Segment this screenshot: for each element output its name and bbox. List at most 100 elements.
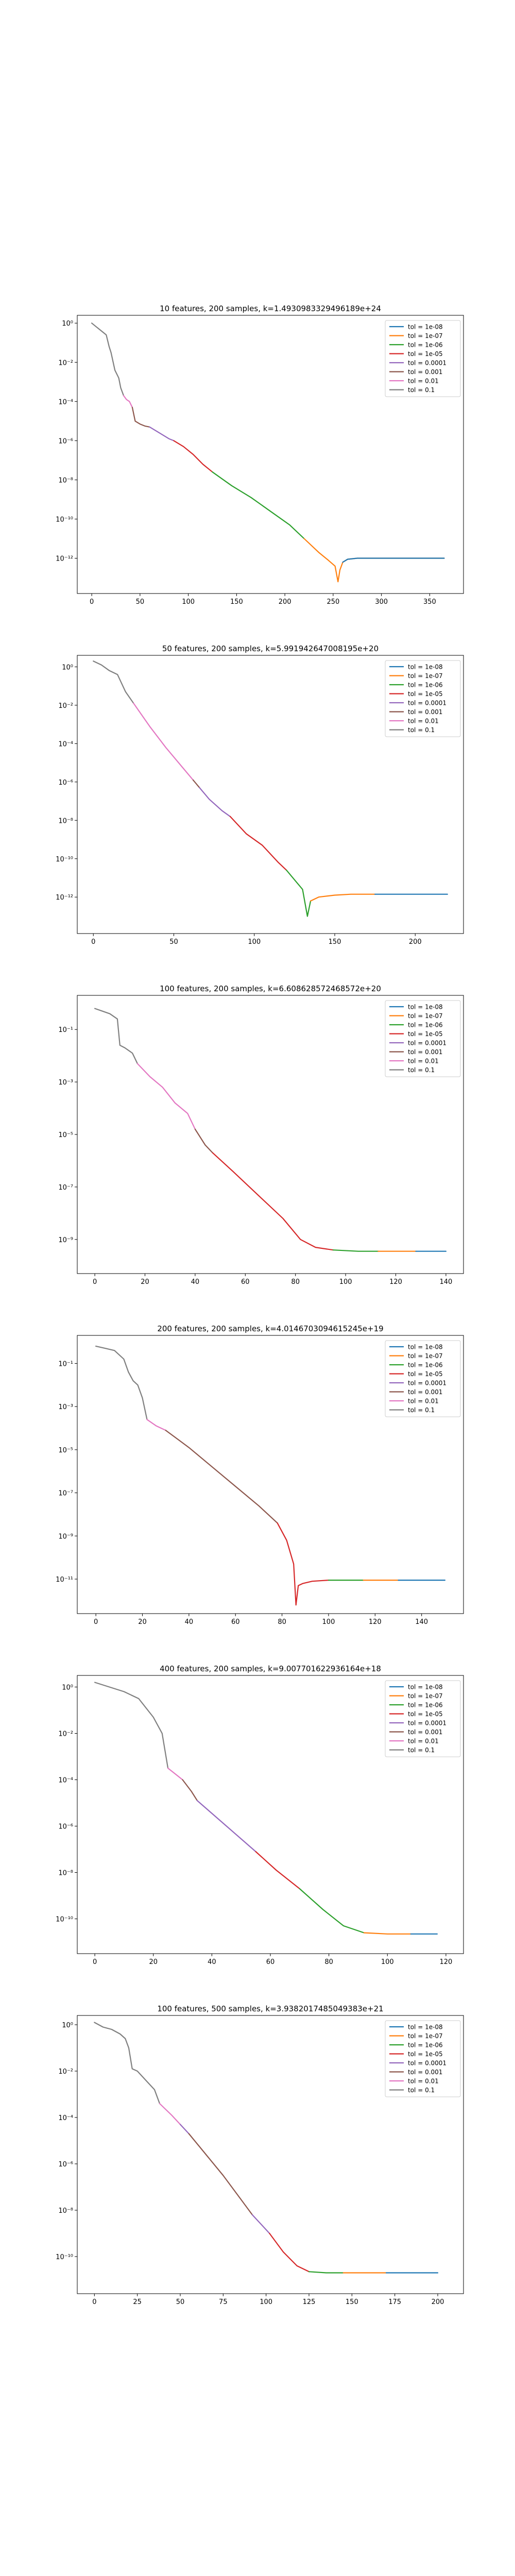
y-tick-label: 10⁻⁴ xyxy=(58,398,73,406)
series-line-segment xyxy=(303,538,445,583)
legend-label: tol = 1e-06 xyxy=(408,342,443,349)
legend-label: tol = 1e-08 xyxy=(408,664,443,671)
y-tick-label: 10⁰ xyxy=(62,2022,73,2029)
x-tick-label: 175 xyxy=(388,2298,401,2306)
x-tick-label: 80 xyxy=(324,1958,333,1966)
x-tick-label: 50 xyxy=(136,598,145,606)
series-line-segment xyxy=(342,557,445,563)
y-tick-label: 10⁻³ xyxy=(58,1079,73,1087)
x-tick-label: 80 xyxy=(278,1618,286,1626)
legend-label: tol = 1e-07 xyxy=(408,672,443,680)
series-line-segment xyxy=(299,1888,365,1934)
series-line-segment xyxy=(310,893,376,902)
legend-box xyxy=(385,660,461,737)
series-line-segment xyxy=(182,1779,198,1802)
x-tick-label: 100 xyxy=(182,598,195,606)
legend-label: tol = 0.1 xyxy=(408,2087,435,2094)
x-tick-label: 60 xyxy=(266,1958,275,1966)
legend-label: tol = 0.1 xyxy=(408,1747,435,1754)
legend-label: tol = 0.001 xyxy=(408,1728,442,1736)
x-tick-label: 40 xyxy=(208,1958,216,1966)
series-line-segment xyxy=(173,440,213,473)
x-tick-label: 140 xyxy=(415,1618,428,1626)
legend-label: tol = 0.01 xyxy=(408,1738,439,1745)
legend-label: tol = 1e-08 xyxy=(408,1004,443,1011)
legend-label: tol = 1e-05 xyxy=(408,690,443,698)
x-tick-label: 100 xyxy=(248,938,261,946)
x-tick-label: 150 xyxy=(230,598,243,606)
series-line-segment xyxy=(136,1063,196,1130)
x-tick-label: 125 xyxy=(303,2298,316,2306)
series-line-segment xyxy=(131,406,150,428)
chart-panel-1: 10 features, 200 samples, k=1.4930983329… xyxy=(56,304,464,606)
chart-panel-4: 200 features, 200 samples, k=4.014670309… xyxy=(56,1324,464,1626)
x-tick-label: 150 xyxy=(329,938,341,946)
legend-label: tol = 0.1 xyxy=(408,1406,435,1414)
legend-label: tol = 1e-07 xyxy=(408,1352,443,1360)
x-tick-label: 40 xyxy=(191,1278,200,1286)
legend-label: tol = 1e-07 xyxy=(408,332,443,340)
x-tick-label: 50 xyxy=(176,2298,185,2306)
legend-label: tol = 0.01 xyxy=(408,1058,439,1065)
y-tick-label: 10⁻² xyxy=(58,702,73,710)
series-line-segment xyxy=(255,1851,300,1890)
plot-frame xyxy=(77,655,464,934)
chart-title: 10 features, 200 samples, k=1.4930983329… xyxy=(160,304,381,313)
x-tick-label: 120 xyxy=(439,1958,452,1966)
series-line-segment xyxy=(179,2124,190,2134)
y-tick-label: 10⁻¹² xyxy=(56,555,73,563)
x-tick-label: 20 xyxy=(149,1958,158,1966)
legend-box xyxy=(385,1000,461,1077)
legend-label: tol = 1e-06 xyxy=(408,1022,443,1029)
series-line-segment xyxy=(133,702,194,781)
series-line-segment xyxy=(194,1128,214,1154)
legend-label: tol = 1e-05 xyxy=(408,350,443,358)
y-tick-label: 10⁻⁶ xyxy=(58,779,73,787)
series-line-segment xyxy=(146,1419,166,1431)
legend-label: tol = 0.0001 xyxy=(408,1380,447,1387)
y-tick-label: 10⁻⁴ xyxy=(58,740,73,748)
x-tick-label: 300 xyxy=(375,598,388,606)
x-tick-label: 100 xyxy=(339,1278,352,1286)
legend-label: tol = 0.01 xyxy=(408,718,439,725)
legend-label: tol = 0.001 xyxy=(408,368,442,376)
legend-box xyxy=(385,2020,461,2097)
legend-label: tol = 0.0001 xyxy=(408,2060,447,2067)
y-tick-label: 10⁻⁷ xyxy=(58,1490,73,1498)
y-tick-label: 10⁻⁵ xyxy=(58,1447,73,1454)
x-tick-label: 0 xyxy=(91,938,95,946)
y-tick-label: 10⁻¹⁰ xyxy=(56,1916,73,1924)
x-tick-label: 75 xyxy=(219,2298,228,2306)
chart-title: 100 features, 200 samples, k=6.608628572… xyxy=(160,984,381,993)
y-tick-label: 10⁻² xyxy=(58,359,73,367)
x-tick-label: 80 xyxy=(291,1278,300,1286)
y-tick-label: 10⁻² xyxy=(58,1731,73,1738)
series-line-segment xyxy=(159,2103,181,2125)
legend-label: tol = 1e-08 xyxy=(408,2024,443,2031)
chart-panel-3: 100 features, 200 samples, k=6.608628572… xyxy=(58,984,464,1286)
y-tick-label: 10⁻⁶ xyxy=(58,1823,73,1831)
y-tick-label: 10⁻⁴ xyxy=(58,2114,73,2122)
legend-box xyxy=(385,1680,461,1757)
series-line-segment xyxy=(123,395,133,408)
legend-label: tol = 0.0001 xyxy=(408,360,447,367)
y-tick-label: 10⁻⁴ xyxy=(58,1777,73,1785)
x-tick-label: 350 xyxy=(423,598,436,606)
x-tick-label: 20 xyxy=(138,1618,147,1626)
x-tick-label: 60 xyxy=(231,1618,240,1626)
y-tick-label: 10⁰ xyxy=(62,664,73,671)
series-line-segment xyxy=(229,816,287,871)
y-tick-label: 10⁻¹¹ xyxy=(56,1576,73,1584)
plot-frame xyxy=(77,2015,464,2294)
legend-label: tol = 1e-07 xyxy=(408,2032,443,2040)
legend-label: tol = 1e-08 xyxy=(408,1344,443,1351)
series-line-segment xyxy=(94,1682,169,1769)
chart-panel-5: 400 features, 200 samples, k=9.007701622… xyxy=(56,1664,464,1966)
